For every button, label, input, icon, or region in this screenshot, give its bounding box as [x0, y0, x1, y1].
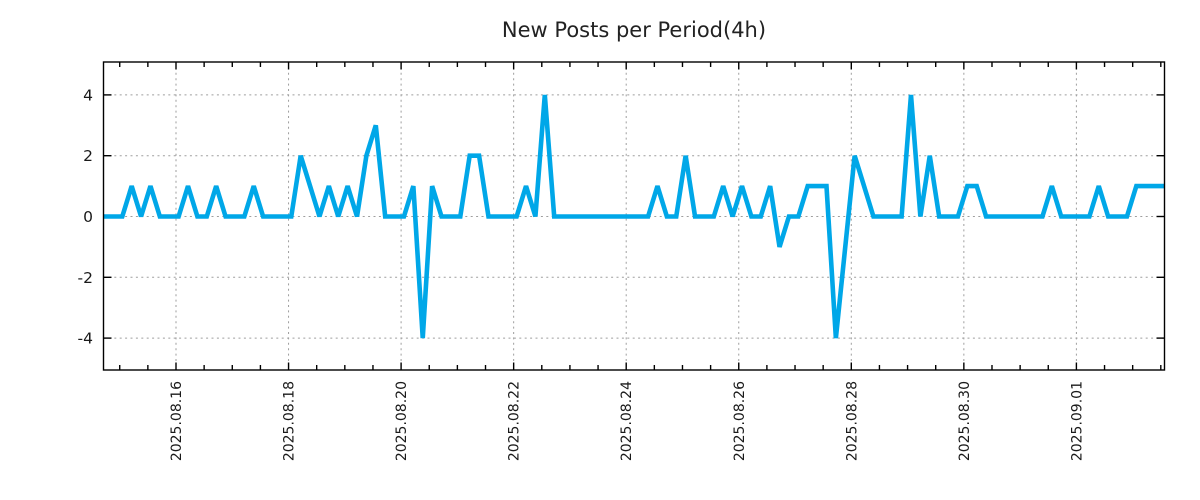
plot-frame — [102, 61, 1166, 371]
y-axis-labels: 4 2 0 -2 -4 — [78, 86, 93, 347]
x-tick-label: 2025.09.01 — [1069, 381, 1085, 461]
x-tick-label: 2025.08.18 — [282, 381, 298, 461]
x-tick-label: 2025.08.30 — [957, 381, 973, 461]
x-axis-labels: 2025.08.16 2025.08.18 2025.08.20 2025.08.22… — [169, 381, 1085, 461]
y-tick-label: 0 — [83, 208, 93, 226]
x-tick-label: 2025.08.22 — [507, 381, 523, 461]
x-tick-label: 2025.08.28 — [844, 381, 860, 461]
x-tick-label: 2025.08.20 — [394, 381, 410, 461]
axis-ticks — [103, 62, 1165, 370]
y-tick-label: -4 — [78, 330, 93, 348]
y-tick-label: 4 — [83, 86, 93, 104]
x-tick-label: 2025.08.26 — [732, 381, 748, 461]
x-tick-label: 2025.08.24 — [619, 381, 635, 461]
y-tick-label: -2 — [78, 269, 93, 287]
y-tick-label: 2 — [83, 147, 93, 165]
chart-title: New Posts per Period(4h) — [502, 18, 766, 42]
x-tick-label: 2025.08.16 — [169, 381, 185, 461]
data-line — [103, 94, 1165, 339]
